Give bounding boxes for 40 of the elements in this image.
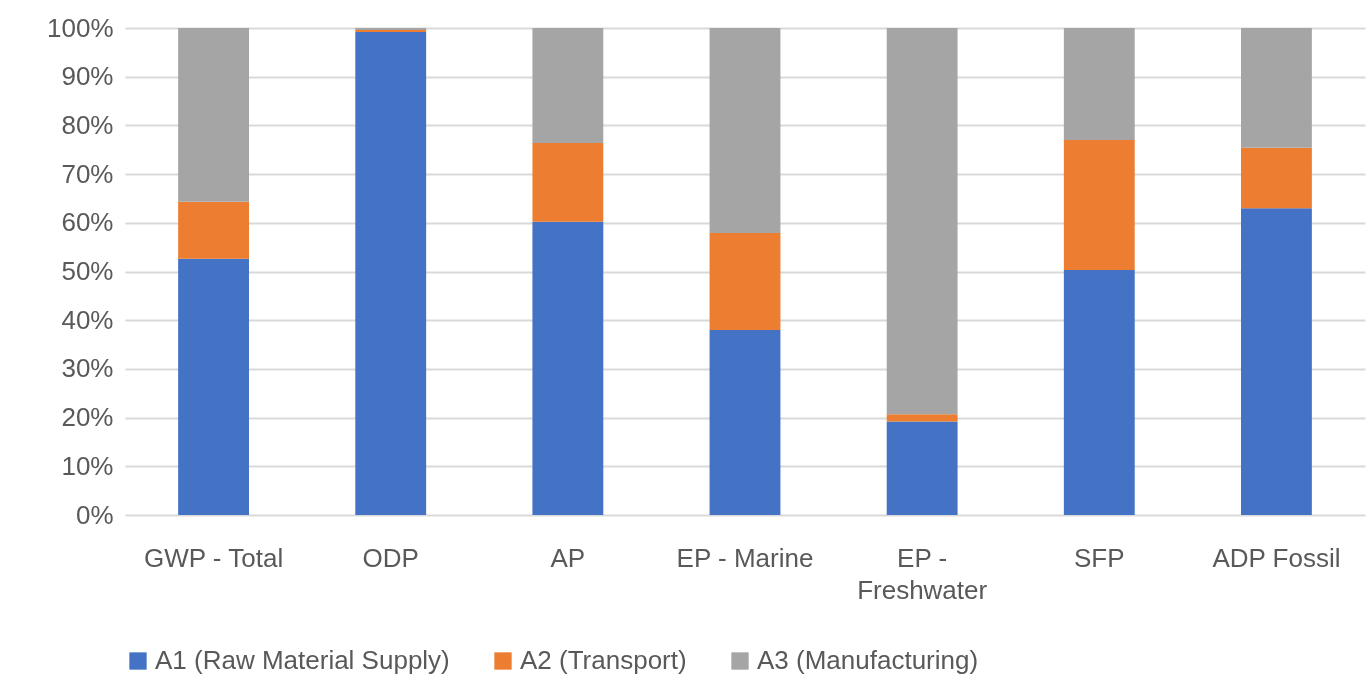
bar (1063, 270, 1135, 515)
y-tick-label: 50% (61, 256, 114, 286)
y-tick-label: 0% (75, 499, 114, 530)
bar (709, 329, 781, 515)
bar (532, 28, 604, 143)
x-tick-label: ADP Fossil (1212, 542, 1341, 573)
x-tick-label: SFP (1074, 542, 1125, 573)
y-tick-label: 40% (61, 304, 114, 335)
x-tick-label: EP - Freshwater (857, 542, 988, 605)
bar (709, 233, 781, 330)
legend-label: A3 (Manufacturing) (757, 645, 979, 675)
bar (709, 28, 781, 234)
y-tick-label: 90% (61, 61, 114, 92)
bar (532, 142, 604, 222)
x-tick-label: EP - Marine (676, 542, 814, 573)
y-tick-label: 70% (61, 158, 114, 189)
y-tick-label: 80% (61, 109, 114, 140)
bar (886, 28, 958, 415)
y-tick-label: 10% (61, 450, 114, 481)
bar (532, 221, 604, 515)
bar (355, 31, 427, 515)
bar (178, 28, 249, 202)
legend-label: A2 (Transport) (520, 645, 687, 675)
bar (1063, 28, 1135, 141)
x-tick-label: AP (550, 542, 586, 573)
legend-label: A1 (Raw Material Supply) (155, 645, 450, 675)
y-tick-label: 60% (61, 207, 114, 238)
bar (886, 414, 958, 422)
bar (1063, 140, 1135, 271)
x-tick-label: GWP - Total (143, 542, 284, 573)
y-tick-label: 20% (61, 402, 114, 433)
y-tick-label: 100% (47, 12, 114, 43)
x-tick-label: ODP (362, 542, 419, 573)
bar (1241, 28, 1312, 148)
bar (886, 421, 958, 515)
y-tick-label: 30% (61, 353, 114, 384)
bar (1241, 208, 1312, 515)
bar (178, 258, 249, 515)
bar (1241, 147, 1312, 209)
bar (178, 201, 249, 259)
